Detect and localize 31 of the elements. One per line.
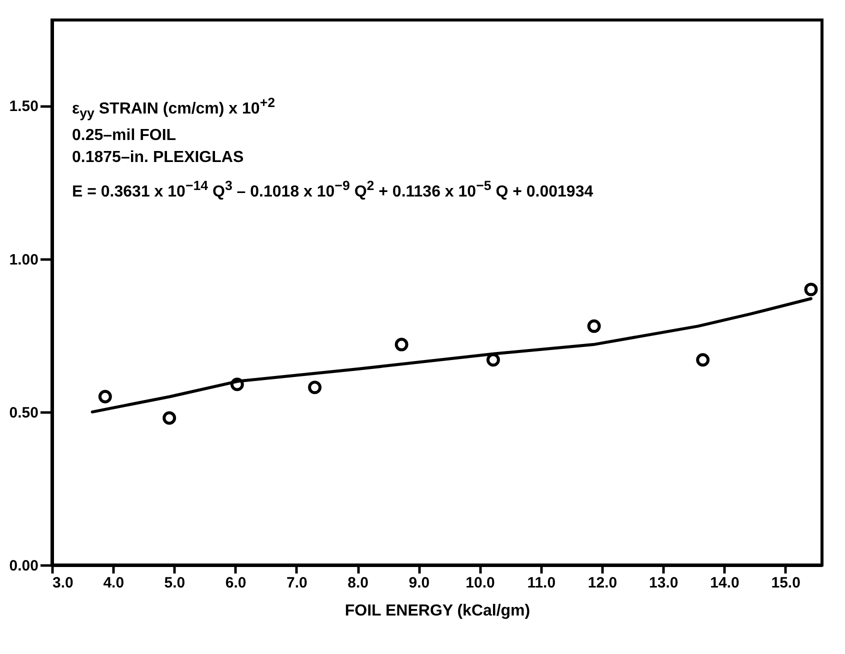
point bbox=[162, 411, 176, 425]
point bbox=[394, 338, 408, 352]
x-tick-label: 13.0 bbox=[649, 574, 678, 592]
x-tick-label: 14.0 bbox=[710, 574, 740, 592]
x-tick-label: 8.0 bbox=[348, 574, 368, 592]
y-tick-label: 0.00 bbox=[9, 558, 38, 574]
point bbox=[486, 353, 500, 367]
point bbox=[98, 390, 112, 404]
y-tick-label: 1.50 bbox=[9, 98, 38, 116]
x-tick-label: 3.0 bbox=[52, 574, 74, 592]
point bbox=[696, 353, 710, 367]
x-tick-label: 10.0 bbox=[466, 574, 495, 592]
x-tick-label: 5.0 bbox=[164, 574, 186, 592]
point bbox=[230, 378, 244, 392]
y-tick-label: 0.50 bbox=[9, 404, 38, 422]
x-tick-label: 4.0 bbox=[103, 574, 124, 592]
point bbox=[587, 319, 601, 333]
annotation: ε$_{yy}$ STRAIN (cm/cm) x 10$^{+2}$ bbox=[72, 94, 276, 123]
text: E = 0.3631 x 10$^{−14}$ Q$^{3}$ – 0.1018 x 10$^{−9}$ Q$^{2}$ + 0.1136 x 10$^{−5}$ Q + 0.001934 bbox=[72, 178, 594, 200]
annotation: 0.1875–in. PLEXIGLAS bbox=[72, 148, 245, 168]
x-tick-label: 15.0 bbox=[771, 574, 800, 592]
x-tick-label: 12.0 bbox=[588, 574, 618, 592]
x-tick-label: 11.0 bbox=[527, 574, 556, 592]
y-tick-label: 1.00 bbox=[9, 251, 38, 268]
point bbox=[804, 282, 818, 296]
x-tick-label: 7.0 bbox=[286, 574, 308, 592]
x-tick-label: 6.0 bbox=[225, 574, 246, 592]
annotation: 0.25–mil FOIL bbox=[72, 126, 178, 146]
x-tick-label: 9.0 bbox=[408, 574, 430, 592]
point bbox=[308, 380, 322, 394]
x-axis-title: FOIL ENERGY (kCal/gm) bbox=[344, 602, 530, 620]
